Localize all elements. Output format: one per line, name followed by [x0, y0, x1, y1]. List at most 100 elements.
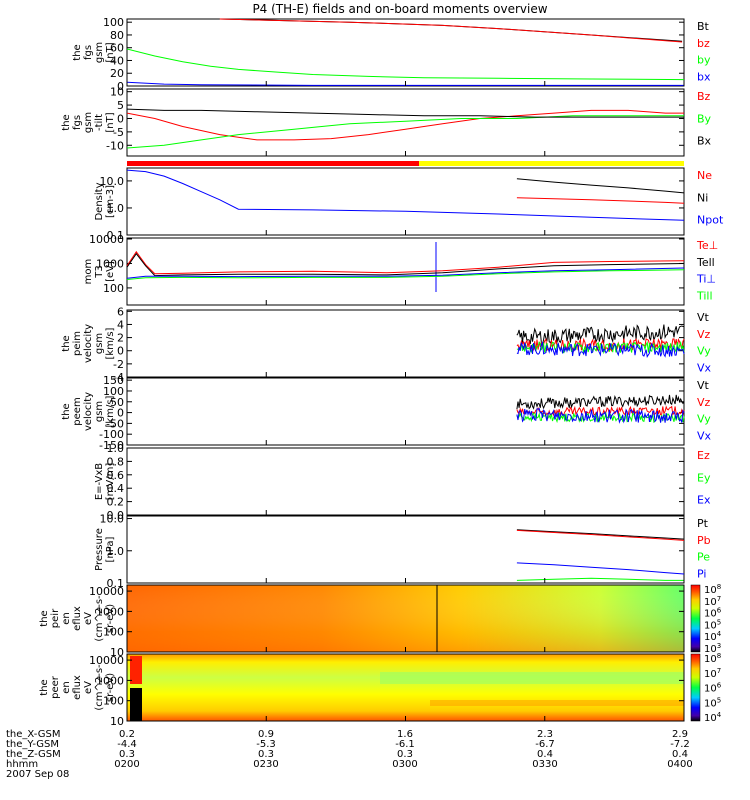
orbit-value: -6.7 [535, 739, 555, 750]
orbit-value: 1.6 [397, 729, 413, 740]
y-axis-label: gsm [83, 112, 94, 133]
series-line-Npot [126, 169, 685, 221]
orbit-value: 0230 [253, 759, 278, 770]
legend-Vy: Vy [697, 345, 711, 358]
orbit-value: -7.2 [670, 739, 690, 750]
legend-bx: bx [697, 70, 711, 83]
y-tick-label: 1.0 [107, 442, 125, 455]
series-line-Pi [516, 562, 685, 575]
ion-spectrogram [127, 585, 684, 652]
y-axis-label: the [61, 403, 72, 419]
colorbar-tick-label: 107 [704, 667, 721, 680]
y-axis-label: the [72, 44, 83, 60]
y-axis-label: velocity [83, 392, 94, 431]
series-line-Vy [516, 340, 685, 355]
orbit-value: 0.4 [537, 749, 553, 760]
y-axis-label: gsm [94, 42, 105, 63]
y-axis-label: the [39, 610, 50, 626]
y-tick-label: -4 [113, 371, 124, 384]
colorbar-electron-bar [690, 653, 701, 722]
legend-Ex: Ex [697, 494, 711, 507]
panel-frame [126, 18, 685, 87]
series-line-Ne [516, 197, 685, 204]
y-axis-label: the [39, 679, 50, 695]
y-axis-label: [mV/m] [105, 463, 116, 501]
y-tick-label: 0.1 [107, 229, 125, 242]
electron-spectrogram-start-gap [130, 688, 142, 721]
legend-Ez: Ez [697, 449, 710, 462]
legend-Ey: Ey [697, 471, 711, 484]
y-tick-label: 0 [117, 407, 124, 420]
legend-By: By [697, 112, 712, 125]
orbit-value: 0200 [114, 759, 139, 770]
orbit-value: 0400 [667, 759, 692, 770]
y-axis-label: [cm-3] [105, 185, 116, 218]
y-axis-label: eflux [72, 675, 83, 700]
y-axis-label: en [61, 681, 72, 694]
series-line-Ni [516, 178, 685, 194]
legend-Vt: Vt [697, 379, 710, 392]
y-axis-label: fgs [83, 45, 94, 60]
colorbar-exponent: 8 [717, 652, 721, 660]
electron-spectrogram-lowband [430, 700, 684, 706]
y-axis-label: the [61, 335, 72, 351]
y-tick-label: 0.8 [107, 455, 125, 468]
y-axis-label: peer [50, 675, 61, 699]
y-tick-label: -50 [106, 417, 124, 430]
colorbar-exponent: 5 [717, 696, 721, 704]
y-tick-label: 10000 [89, 654, 124, 667]
electron-spectrogram-fill [127, 654, 684, 721]
legend-Bt: Bt [697, 20, 710, 33]
y-axis-label: the [61, 114, 72, 130]
y-tick-label: 80 [110, 29, 124, 42]
panel-6: 0.00.20.40.60.81.0E=-VxB [mV/m] Ez Ey Ex [94, 442, 711, 522]
y-tick-label: -2 [113, 358, 124, 371]
y-tick-label: 0 [117, 80, 124, 93]
y-tick-label: 50 [110, 396, 124, 409]
legend-Te⊥: Te⊥ [696, 239, 718, 252]
y-tick-label: 100 [103, 695, 124, 708]
series-line-Pb [516, 529, 685, 541]
series-line-Tell [126, 252, 685, 277]
y-tick-label: 10000 [89, 585, 124, 598]
colorbar-ion [690, 584, 701, 653]
panel-frame [126, 237, 685, 306]
electron-spectrogram-start-red [130, 656, 142, 684]
y-axis-label: (cm^2-s- [94, 595, 105, 642]
panel-frame [126, 515, 685, 584]
series-line-Pe [516, 577, 684, 581]
panel-7: 0.1 1.0 10.0 Pressure [nPa] Pt Pb Pe Pi [94, 513, 711, 590]
orbit-value: 0.3 [119, 749, 135, 760]
y-axis-label: peem [72, 397, 83, 425]
y-axis-label: eflux [72, 606, 83, 631]
legend-Till: Till [696, 289, 713, 302]
series-line-Vx [516, 407, 685, 424]
y-tick-label: 10 [110, 715, 124, 728]
figure-title: P4 (TH-E) fields and on-board moments ov… [252, 2, 547, 16]
y-tick-label: -100 [99, 428, 124, 441]
orbit-value: 2.9 [672, 729, 688, 740]
panel-frame [126, 88, 685, 157]
legend-Bz: Bz [697, 90, 711, 103]
legend-Ne: Ne [697, 169, 712, 182]
y-tick-label: 0.6 [107, 469, 125, 482]
y-axis-label: [nT] [105, 42, 116, 62]
y-axis-label: velocity [83, 324, 94, 363]
y-tick-label: 0.1 [107, 577, 125, 590]
y-axis-label: sr-eV) [105, 604, 116, 633]
series-line-By [126, 115, 684, 149]
series-line-Bx [126, 108, 684, 118]
series-line-bz [219, 18, 683, 43]
colorbar-tick-label: 105 [704, 696, 721, 709]
y-tick-label: 100 [103, 282, 124, 295]
colorbar-electron [690, 653, 701, 722]
series-line-Pt [516, 529, 685, 540]
orbit-row-label: the_Y-GSM [6, 739, 59, 750]
y-tick-label: 10 [110, 86, 124, 99]
y-tick-label: 10.0 [100, 175, 125, 188]
series-line-Vt [516, 324, 685, 346]
legend-Pe: Pe [697, 551, 710, 564]
date-label: 2007 Sep 08 [6, 769, 69, 780]
